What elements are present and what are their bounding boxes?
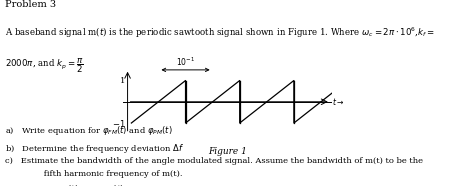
- Text: fifth harmonic frequency of m(t).: fifth harmonic frequency of m(t).: [28, 170, 183, 178]
- Text: Problem 3: Problem 3: [5, 0, 56, 9]
- Text: $t\rightarrow$: $t\rightarrow$: [332, 96, 344, 107]
- Text: 1: 1: [120, 76, 126, 84]
- Text: a)   Write equation for $\varphi_{FM}(t)$ and $\varphi_{PM}(t)$: a) Write equation for $\varphi_{FM}(t)$ …: [5, 124, 173, 137]
- Text: A baseband signal m($t$) is the periodic sawtooth signal shown in Figure 1. Wher: A baseband signal m($t$) is the periodic…: [5, 25, 435, 39]
- Text: $-1$: $-1$: [112, 118, 126, 129]
- Text: c)   Estimate the bandwidth of the angle modulated signal. Assume the bandwidth : c) Estimate the bandwidth of the angle m…: [5, 157, 423, 165]
- Text: d)   Sketch $\varphi_{FM}(t)$ and $\varphi_{PM}(t)$ for this signal m(t): d) Sketch $\varphi_{FM}(t)$ and $\varphi…: [5, 183, 206, 186]
- Text: $2000\pi$, and $k_p = \dfrac{\pi}{2}$: $2000\pi$, and $k_p = \dfrac{\pi}{2}$: [5, 56, 83, 75]
- Text: Figure 1: Figure 1: [208, 147, 247, 156]
- Text: b)   Determine the frequency deviation $\Delta f$: b) Determine the frequency deviation $\D…: [5, 142, 184, 155]
- Text: $10^{-1}$: $10^{-1}$: [176, 55, 195, 68]
